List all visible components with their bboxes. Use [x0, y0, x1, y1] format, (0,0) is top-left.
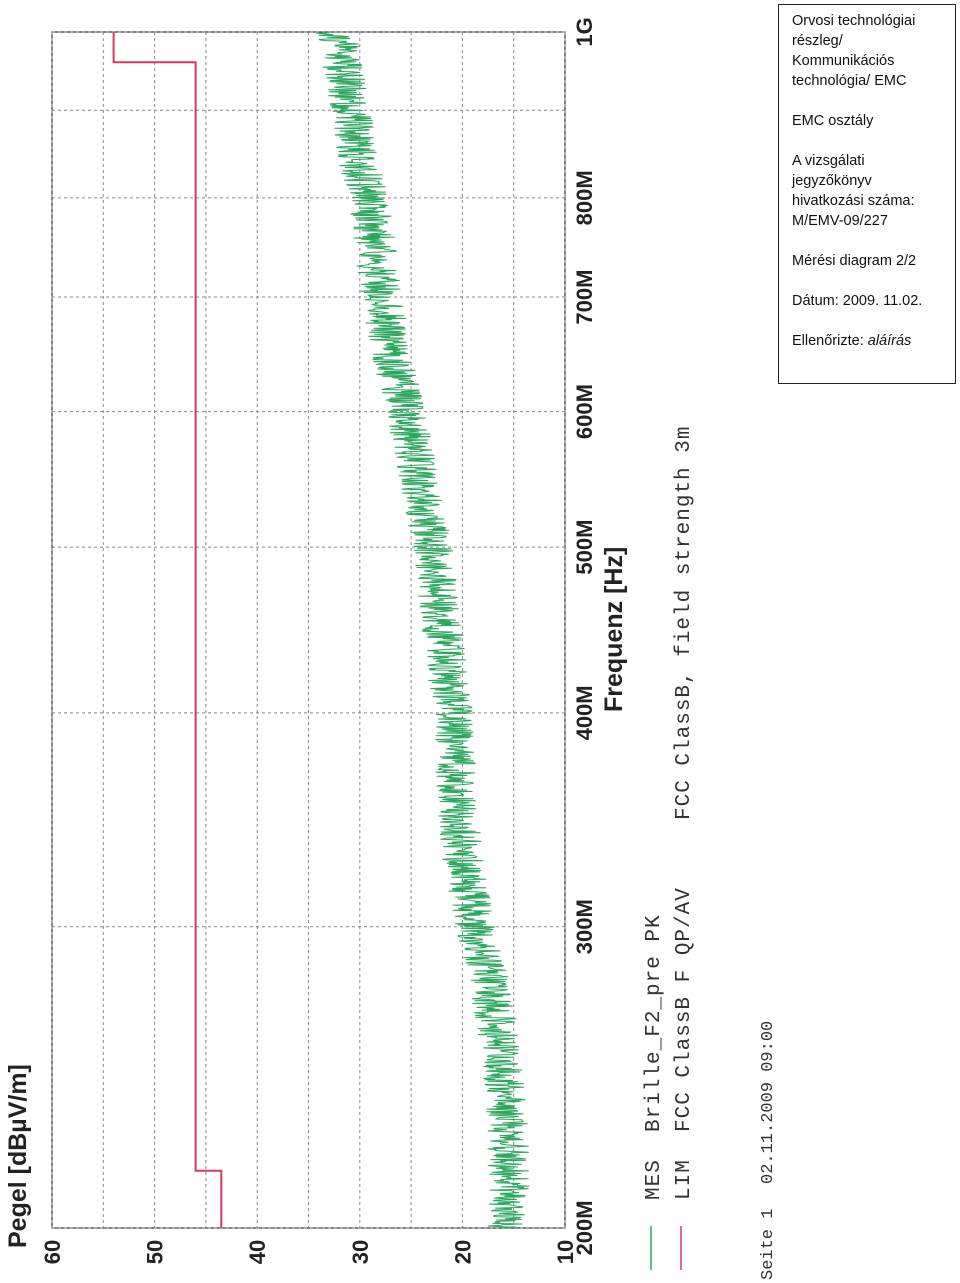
legend-lim-tag: LIM — [673, 1159, 696, 1200]
y-tick-label: 60 — [40, 1240, 65, 1264]
x-tick-label: 600M — [572, 384, 597, 439]
info-ref-line2: jegyzőkönyv — [792, 173, 872, 189]
info-org-line2: részleg/ — [792, 33, 843, 49]
info-org-line1: Orvosi technológiai — [792, 13, 916, 29]
x-tick-label: 700M — [572, 270, 597, 325]
info-org-line3: Kommunikációs — [792, 53, 895, 69]
y-tick-label: 30 — [348, 1240, 373, 1264]
x-tick-label: 200M — [572, 1200, 597, 1255]
measurement-trace — [316, 31, 530, 1229]
info-org-line4: technológia/ EMC — [792, 73, 907, 89]
legend-standard: FCC ClassB, field strength 3m — [673, 426, 696, 820]
info-dept: EMC osztály — [792, 113, 874, 129]
x-tick-label: 500M — [572, 520, 597, 575]
info-date: Dátum: 2009. 11.02. — [792, 293, 923, 309]
y-axis-title: Pegel [dBµV/m] — [4, 1064, 32, 1248]
x-tick-label: 400M — [572, 685, 597, 740]
x-tick-label: 800M — [572, 170, 597, 225]
limit-line — [112, 32, 223, 1228]
x-axis-title: Frequenz [Hz] — [600, 547, 628, 712]
info-diagram: Mérési diagram 2/2 — [792, 253, 917, 269]
x-tick-label: 1G — [572, 17, 597, 46]
info-ref-line1: A vizsgálati — [792, 153, 865, 169]
info-ref-number: M/EMV-09/227 — [792, 213, 888, 229]
info-signature: aláírás — [867, 333, 912, 349]
x-tick-label: 300M — [572, 899, 597, 954]
info-box: Orvosi technológiai részleg/ Kommunikáci… — [778, 4, 956, 384]
y-tick-label: 40 — [245, 1240, 270, 1264]
legend-lim-name: FCC ClassB F QP/AV — [673, 887, 696, 1132]
info-ref-line3: hivatkozási száma: — [792, 193, 915, 209]
legend-mes-tag: MES — [643, 1159, 666, 1200]
y-tick-label: 10 — [553, 1240, 578, 1264]
tick-labels: 200M 300M 400M 500M 600M 700M 800M 1G 10 20 30 40 50… — [40, 17, 597, 1264]
legend: MES Brille_F2_pre PK LIM FCC ClassB F QP… — [643, 426, 696, 1270]
info-checked: Ellenőrizte: aláírás — [792, 331, 955, 351]
y-tick-label: 20 — [450, 1240, 475, 1264]
footer-page: Seite 1 — [759, 1209, 778, 1280]
y-tick-label: 50 — [143, 1240, 168, 1264]
footer-datetime: 02.11.2009 09:00 — [759, 1021, 778, 1184]
legend-mes-name: Brille_F2_pre PK — [643, 914, 666, 1132]
chart-grid — [51, 31, 566, 1229]
info-checked-label: Ellenőrizte: — [792, 333, 864, 349]
chart-series — [112, 31, 530, 1229]
